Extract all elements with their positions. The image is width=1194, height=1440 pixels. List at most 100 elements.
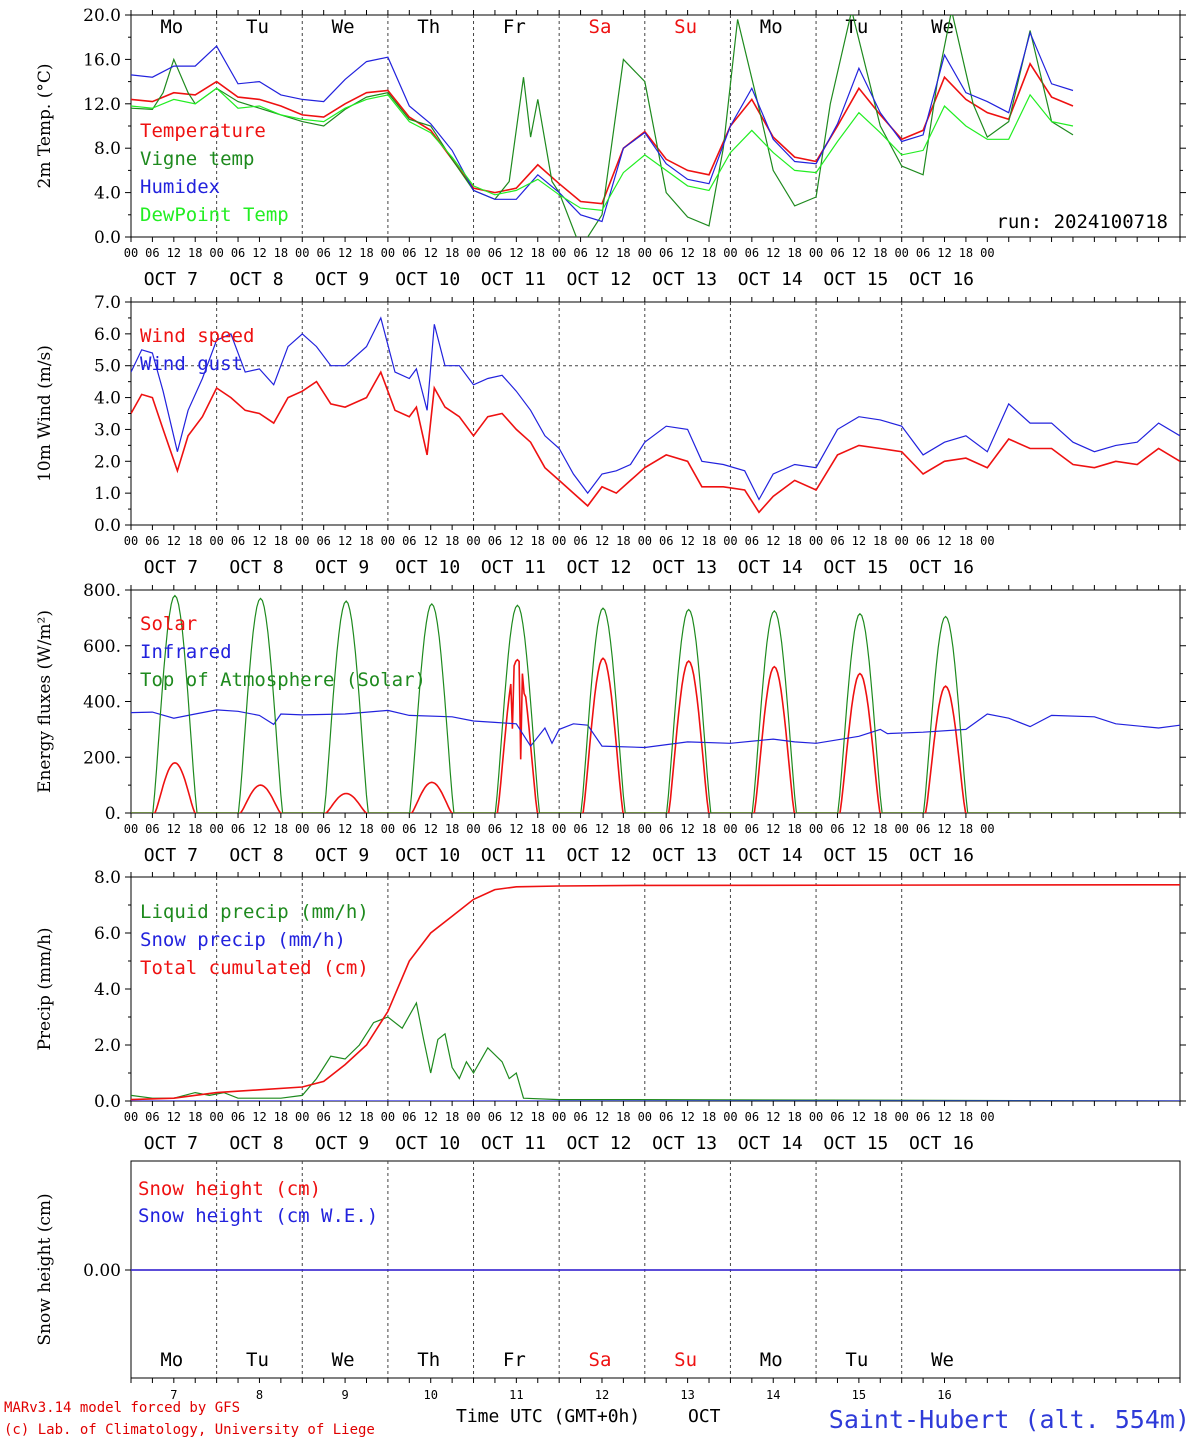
hour-tick-label: 18 xyxy=(873,822,887,836)
panel-3: 0. 200. 400. 600. 800. Energy fluxes (W/m²) 00… xyxy=(35,581,1186,866)
hour-tick-label: 06 xyxy=(745,246,759,260)
weekday-label: Mo xyxy=(760,1349,783,1371)
hour-tick-label: 00 xyxy=(723,246,737,260)
hour-tick-label: 00 xyxy=(638,1110,652,1124)
hour-tick-label: 00 xyxy=(809,1110,823,1124)
series-line xyxy=(131,87,1074,212)
hour-tick-label: 18 xyxy=(616,1110,630,1124)
hour-tick-label: 12 xyxy=(423,822,437,836)
hour-tick-label: 18 xyxy=(702,1110,716,1124)
legend-entry: Vigne temp xyxy=(140,148,254,170)
day-number-label: 13 xyxy=(680,1388,694,1402)
legend-entry: Top of Atmosphere (Solar) xyxy=(140,669,426,691)
hour-tick-label: 06 xyxy=(488,534,502,548)
legend-entry: Liquid precip (mm/h) xyxy=(140,901,369,923)
hour-tick-label: 00 xyxy=(124,1110,138,1124)
weekday-label: We xyxy=(931,16,954,38)
hour-tick-label: 18 xyxy=(188,534,202,548)
date-label: OCT 13 xyxy=(652,1133,717,1154)
day-number-label: 12 xyxy=(595,1388,609,1402)
legend-entry: Temperature xyxy=(140,120,266,142)
hour-tick-label: 18 xyxy=(959,1110,973,1124)
hour-tick-label: 12 xyxy=(852,534,866,548)
hour-tick-label: 06 xyxy=(573,246,587,260)
hour-tick-label: 00 xyxy=(894,246,908,260)
date-label: OCT 16 xyxy=(909,845,974,866)
weekday-label: We xyxy=(332,16,355,38)
date-label: OCT 11 xyxy=(481,845,546,866)
date-label: OCT 10 xyxy=(395,269,460,290)
hour-tick-label: 06 xyxy=(145,822,159,836)
date-label: OCT 9 xyxy=(315,845,369,866)
date-label: OCT 14 xyxy=(738,269,803,290)
hour-tick-label: 18 xyxy=(959,246,973,260)
hour-tick-label: 00 xyxy=(381,1110,395,1124)
y-tick-label: 8.0 xyxy=(94,868,121,888)
hour-tick-label: 06 xyxy=(145,246,159,260)
series-group xyxy=(131,594,1180,813)
hour-tick-label: 18 xyxy=(959,534,973,548)
plot-frame xyxy=(130,301,1181,526)
hour-tick-label: 06 xyxy=(745,1110,759,1124)
weekday-label: Tu xyxy=(246,1349,269,1371)
plot-frame xyxy=(130,589,1181,814)
hour-tick-label: 18 xyxy=(787,1110,801,1124)
hour-tick-label: 18 xyxy=(702,246,716,260)
day-number-label: 10 xyxy=(423,1388,437,1402)
hour-tick-label: 18 xyxy=(445,1110,459,1124)
hour-tick-label: 00 xyxy=(809,822,823,836)
hour-tick-label: 06 xyxy=(830,246,844,260)
run-label: run: 2024100718 xyxy=(996,211,1168,233)
hour-tick-label: 06 xyxy=(573,534,587,548)
hour-tick-label: 00 xyxy=(552,246,566,260)
date-label: OCT 8 xyxy=(229,1133,283,1154)
series-group xyxy=(131,15,1074,237)
series-line xyxy=(131,884,1180,1101)
hour-tick-label: 06 xyxy=(145,1110,159,1124)
y-tick-label: 6.0 xyxy=(94,924,121,944)
day-number-label: 7 xyxy=(170,1388,177,1402)
hour-tick-label: 00 xyxy=(894,1110,908,1124)
panel-1: 0.0 4.0 8.0 12.0 16.0 20.0 2m Temp. (°C) 00 06 12… xyxy=(35,6,1186,290)
hour-tick-label: 00 xyxy=(209,1110,223,1124)
hour-tick-label: 12 xyxy=(852,246,866,260)
legend-entry: Solar xyxy=(140,613,197,635)
weekday-label: Sa xyxy=(589,16,612,38)
weekday-label: We xyxy=(332,1349,355,1371)
hour-tick-label: 06 xyxy=(659,822,673,836)
date-label: OCT 9 xyxy=(315,269,369,290)
hour-tick-label: 06 xyxy=(916,246,930,260)
hour-tick-label: 12 xyxy=(595,246,609,260)
hour-tick-label: 06 xyxy=(916,534,930,548)
hour-tick-label: 00 xyxy=(552,822,566,836)
hour-tick-label: 18 xyxy=(274,246,288,260)
hour-tick-label: 18 xyxy=(531,246,545,260)
y-tick-label: 2.0 xyxy=(94,1036,121,1056)
hour-tick-label: 00 xyxy=(638,534,652,548)
hour-tick-label: 06 xyxy=(316,1110,330,1124)
weekday-label: Th xyxy=(417,16,440,38)
weekday-label: Tu xyxy=(246,16,269,38)
date-label: OCT 8 xyxy=(229,845,283,866)
hour-tick-label: 06 xyxy=(916,1110,930,1124)
y-tick-label: 4.0 xyxy=(94,389,121,409)
hour-tick-label: 00 xyxy=(466,534,480,548)
hour-tick-label: 06 xyxy=(573,1110,587,1124)
hour-tick-label: 06 xyxy=(402,1110,416,1124)
day-number-label: 16 xyxy=(937,1388,951,1402)
hour-tick-label: 00 xyxy=(552,1110,566,1124)
hour-tick-label: 18 xyxy=(359,246,373,260)
hour-tick-label: 00 xyxy=(809,246,823,260)
legend-entry: Total cumulated (cm) xyxy=(140,957,369,979)
y-tick-label: 800. xyxy=(83,581,121,601)
date-label: OCT 12 xyxy=(566,845,631,866)
station-name: Saint-Hubert (alt. 554m) xyxy=(829,1405,1190,1434)
hour-tick-label: 06 xyxy=(231,534,245,548)
hour-tick-label: 12 xyxy=(509,246,523,260)
hour-tick-label: 18 xyxy=(873,246,887,260)
panel-4: 0.0 2.0 4.0 6.0 8.0 Precip (mm/h) 00 06 12 18 00 06… xyxy=(35,868,1186,1154)
hour-tick-label: 00 xyxy=(124,246,138,260)
hour-tick-label: 00 xyxy=(894,534,908,548)
hour-tick-label: 12 xyxy=(766,246,780,260)
